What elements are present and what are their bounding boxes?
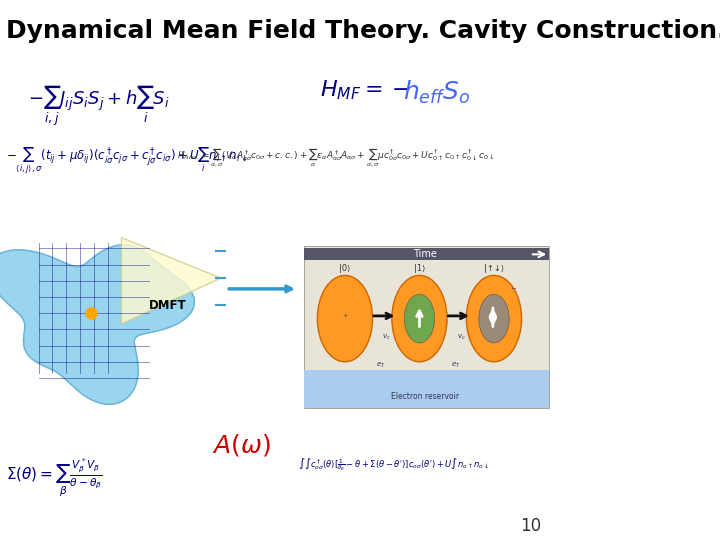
Ellipse shape xyxy=(467,275,521,362)
Text: $H_{MF}=-$: $H_{MF}=-$ xyxy=(320,78,410,102)
Text: |1⟩: |1⟩ xyxy=(414,265,425,273)
Text: $v_c$: $v_c$ xyxy=(382,333,391,342)
Text: 10: 10 xyxy=(520,517,541,535)
Ellipse shape xyxy=(405,294,435,343)
Ellipse shape xyxy=(479,294,509,343)
Text: $^+$: $^+$ xyxy=(341,314,349,323)
Text: Electron reservoir: Electron reservoir xyxy=(391,393,459,401)
Text: DMFT: DMFT xyxy=(149,299,186,312)
Text: Time: Time xyxy=(413,249,437,259)
Text: $^-$: $^-$ xyxy=(509,287,518,296)
Text: $A(\omega)$: $A(\omega)$ xyxy=(212,433,271,458)
Polygon shape xyxy=(0,245,194,404)
FancyBboxPatch shape xyxy=(304,248,549,260)
Text: $v_c$: $v_c$ xyxy=(457,333,466,342)
Text: Dynamical Mean Field Theory. Cavity Construction.: Dynamical Mean Field Theory. Cavity Cons… xyxy=(6,19,720,43)
Ellipse shape xyxy=(318,275,372,362)
Text: $\Sigma(\theta) = \sum_\beta \frac{V^*_\beta V_\beta}{\theta - \theta_\beta}$: $\Sigma(\theta) = \sum_\beta \frac{V^*_\… xyxy=(6,456,102,499)
Text: $\int\int c^\dagger_{o\sigma}(\theta)[\frac{1}{\partial_\theta}-\theta+\Sigma(\t: $\int\int c^\dagger_{o\sigma}(\theta)[\f… xyxy=(298,456,489,473)
Ellipse shape xyxy=(392,275,447,362)
Text: $H_{And.}=\sum_{\alpha,\sigma}(V_\alpha A^\dagger_{\alpha\sigma}c_{0\sigma}+c.c.: $H_{And.}=\sum_{\alpha,\sigma}(V_\alpha … xyxy=(176,146,494,168)
Text: $e_T$: $e_T$ xyxy=(376,361,386,370)
Text: $-\sum_{\langle i,j\rangle,\sigma}(t_{ij}+\mu\delta_{ij})(c^\dagger_{i\sigma}c_{: $-\sum_{\langle i,j\rangle,\sigma}(t_{ij… xyxy=(6,146,247,177)
Text: |0⟩: |0⟩ xyxy=(339,265,351,273)
Text: |↑↓⟩: |↑↓⟩ xyxy=(484,265,504,273)
FancyBboxPatch shape xyxy=(304,246,549,408)
FancyBboxPatch shape xyxy=(304,370,549,408)
Text: $-\sum_{i,j}J_{ij}S_iS_j + h\sum_i S_i$: $-\sum_{i,j}J_{ij}S_iS_j + h\sum_i S_i$ xyxy=(27,84,169,128)
Text: $e_T$: $e_T$ xyxy=(451,361,460,370)
Polygon shape xyxy=(122,238,221,324)
Text: $h_{eff}S_o$: $h_{eff}S_o$ xyxy=(403,78,470,105)
